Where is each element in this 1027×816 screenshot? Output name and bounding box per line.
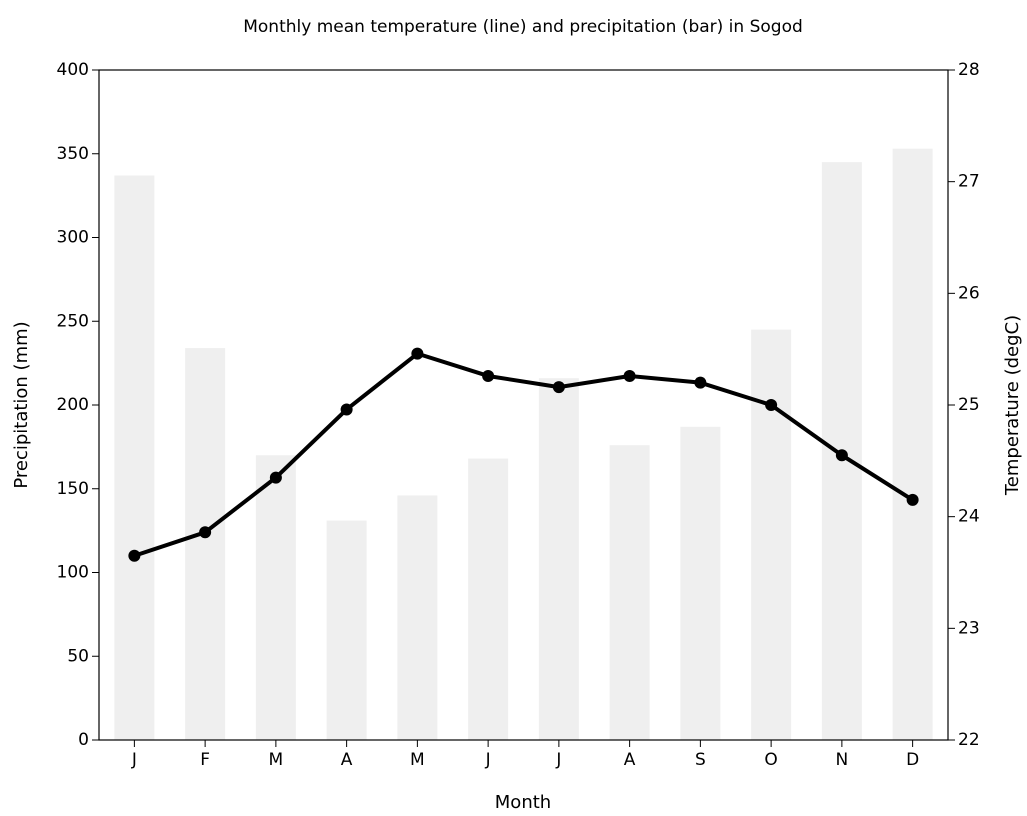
- x-tick-label: S: [695, 750, 706, 770]
- x-tick-label: A: [341, 750, 353, 770]
- bar: [892, 148, 933, 741]
- bar: [680, 426, 721, 740]
- x-tick-label: J: [131, 750, 137, 770]
- bar: [326, 520, 367, 740]
- x-axis-label: Month: [495, 792, 551, 813]
- y-tick-label: 350: [57, 144, 89, 164]
- marker: [552, 381, 565, 394]
- y2-tick-label: 23: [958, 618, 980, 638]
- bar: [255, 455, 296, 740]
- marker: [623, 369, 636, 382]
- y-tick-label: 400: [57, 60, 89, 80]
- bar: [468, 458, 509, 740]
- y2-tick-label: 24: [958, 507, 980, 527]
- bar: [397, 495, 438, 740]
- y-tick-label: 0: [78, 730, 89, 750]
- y2-axis-label: Temperature (degC): [1002, 315, 1023, 496]
- y-axis-label: Precipitation (mm): [11, 321, 32, 488]
- y2-tick-label: 26: [958, 283, 980, 303]
- y2-tick-label: 22: [958, 730, 980, 750]
- x-tick-label: J: [485, 750, 491, 770]
- marker: [411, 347, 424, 360]
- marker: [340, 403, 353, 416]
- marker: [835, 449, 848, 462]
- y-tick-label: 200: [57, 395, 89, 415]
- x-tick-label: M: [269, 750, 284, 770]
- y2-tick-label: 25: [958, 395, 980, 415]
- y-tick-label: 50: [67, 646, 89, 666]
- x-tick-label: M: [410, 750, 425, 770]
- bar: [185, 348, 226, 740]
- bar: [114, 175, 155, 740]
- marker: [906, 493, 919, 506]
- marker: [269, 471, 282, 484]
- x-tick-label: A: [624, 750, 636, 770]
- x-tick-label: O: [764, 750, 777, 770]
- plot-frame: [98, 69, 949, 741]
- marker: [128, 549, 141, 562]
- bar: [751, 329, 792, 740]
- bar: [538, 378, 579, 740]
- marker: [482, 369, 495, 382]
- marker: [765, 399, 778, 411]
- y-tick-label: 100: [57, 563, 89, 583]
- y2-tick-label: 27: [958, 172, 980, 192]
- line: [133, 351, 914, 558]
- y-tick-label: 150: [57, 479, 89, 499]
- x-tick-label: J: [555, 750, 561, 770]
- y-tick-label: 300: [57, 228, 89, 248]
- x-tick-label: N: [836, 750, 849, 770]
- marker: [694, 376, 707, 389]
- chart-title: Monthly mean temperature (line) and prec…: [243, 17, 803, 37]
- y2-tick-label: 28: [958, 60, 980, 80]
- x-tick-label: D: [906, 750, 919, 770]
- x-tick-label: F: [200, 750, 210, 770]
- marker: [199, 526, 212, 539]
- bar: [609, 445, 650, 740]
- y-tick-label: 250: [57, 311, 89, 331]
